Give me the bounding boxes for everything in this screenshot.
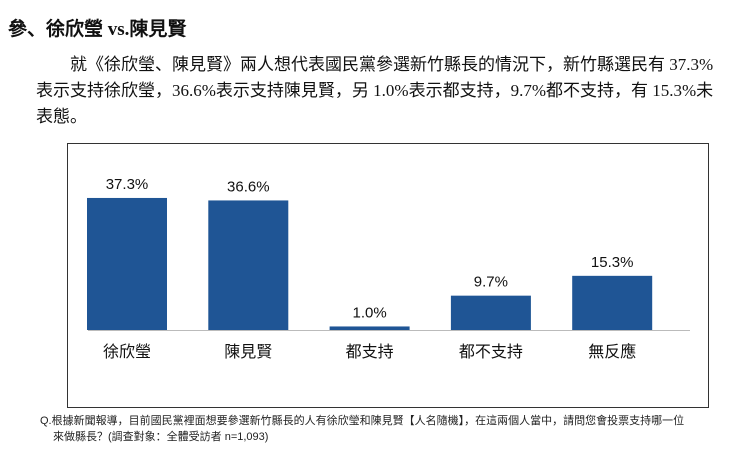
question-line-2: 來做縣長？(調查對象：全體受訪者 n=1,093) xyxy=(53,431,269,443)
summary-paragraph: 就《徐欣瑩、陳見賢》兩人想代表國民黨參選新竹縣長的情況下，新竹縣選民有 37.3… xyxy=(36,55,714,126)
bar xyxy=(450,295,531,330)
question-note: Q.根據新聞報導，目前國民黨裡面想要參選新竹縣長的人有徐欣瑩和陳見賢【人名隨機】… xyxy=(40,413,730,445)
category-label: 陳見賢 xyxy=(224,343,272,361)
category-label: 徐欣瑩 xyxy=(103,343,151,361)
data-label: 36.6% xyxy=(227,178,270,195)
chart-frame xyxy=(67,143,709,408)
bar xyxy=(87,197,167,330)
bar xyxy=(329,326,410,330)
bar xyxy=(208,200,289,330)
question-line-1: Q.根據新聞報導，目前國民黨裡面想要參選新竹縣長的人有徐欣瑩和陳見賢【人名隨機】… xyxy=(40,415,685,427)
category-label: 無反應 xyxy=(588,342,636,361)
section-title: 參、徐欣瑩 vs.陳見賢 xyxy=(8,19,187,40)
data-label: 37.3% xyxy=(106,176,149,193)
category-label: 都不支持 xyxy=(459,343,523,361)
bar xyxy=(572,275,653,330)
data-label: 1.0% xyxy=(352,304,386,321)
data-label: 9.7% xyxy=(474,274,508,291)
category-label: 都支持 xyxy=(346,343,394,361)
data-label: 15.3% xyxy=(591,254,634,271)
